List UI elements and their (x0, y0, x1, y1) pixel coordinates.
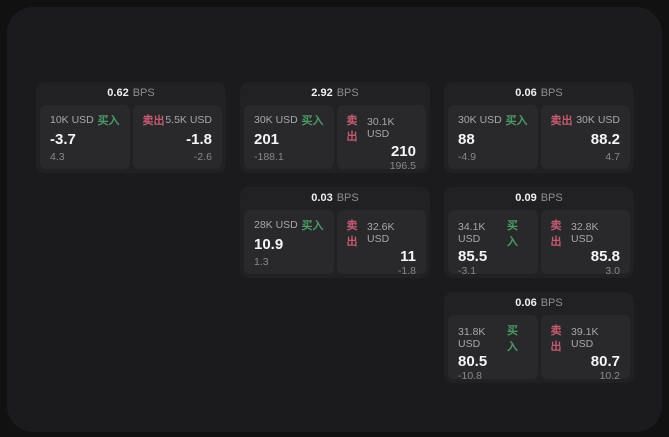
sell-price: -1.8 (186, 130, 212, 148)
sell-panel[interactable]: 卖出 5.5K USD -1.8 -2.6 (132, 105, 222, 169)
buy-panel[interactable]: 10K USD 买入 -3.7 4.3 (40, 105, 130, 169)
bps-value: 0.06 (515, 297, 537, 309)
sell-amount: 30.1K USD (367, 116, 395, 140)
sell-panel[interactable]: 卖出 32.8K USD 85.8 3.0 (540, 210, 630, 277)
sell-price: 210 (390, 143, 416, 160)
sell-amount: 39.1K USD (571, 326, 599, 350)
bps-header: 0.09 BPS (444, 187, 634, 210)
bps-value: 0.06 (515, 87, 537, 99)
quote-card: 0.06 BPS 31.8K USD 买入 80.5 -10.8 卖出 39.1… (444, 292, 634, 383)
sell-side-label: 卖出 (550, 115, 573, 127)
buy-sub-value: 4.3 (50, 151, 65, 163)
sell-panel[interactable]: 卖出 32.6K USD 11 -1.8 (336, 210, 426, 277)
sell-sub-value: -1.8 (397, 265, 416, 277)
sell-panel[interactable]: 卖出 30K USD 88.2 4.7 (540, 105, 630, 169)
buy-price: 80.5 (458, 353, 488, 370)
quote-card: 0.03 BPS 28K USD 买入 10.9 1.3 卖出 32.6K US… (240, 187, 430, 278)
buy-panel[interactable]: 28K USD 买入 10.9 1.3 (244, 210, 334, 274)
bps-unit-label: BPS (336, 87, 359, 99)
buy-side-label: 买入 (506, 325, 518, 353)
bps-header: 0.03 BPS (240, 187, 430, 210)
sell-price: 80.7 (590, 353, 620, 370)
sell-panel[interactable]: 卖出 30.1K USD 210 196.5 (336, 105, 426, 172)
sell-side-label: 卖出 (142, 115, 165, 127)
buy-side-label: 买入 (506, 220, 518, 248)
quote-card: 0.09 BPS 34.1K USD 买入 85.5 -3.1 卖出 32.8K… (444, 187, 634, 278)
quote-card: 0.62 BPS 10K USD 买入 -3.7 4.3 卖出 5.5K USD… (36, 82, 226, 173)
buy-panel[interactable]: 34.1K USD 买入 85.5 -3.1 (448, 210, 538, 277)
sell-side-label: 卖出 (550, 325, 562, 353)
buy-side-label: 买入 (505, 115, 528, 127)
bps-unit-label: BPS (540, 87, 563, 99)
bps-value: 2.92 (311, 87, 333, 99)
buy-side-label: 买入 (301, 115, 324, 127)
buy-side-label: 买入 (301, 220, 324, 232)
bps-unit-label: BPS (540, 192, 563, 204)
buy-sub-value: -10.8 (458, 370, 482, 382)
sell-amount: 5.5K USD (165, 114, 212, 126)
sell-amount: 30K USD (576, 114, 620, 126)
sell-amount: 32.6K USD (367, 221, 395, 245)
bps-header: 2.92 BPS (240, 82, 430, 105)
quotes-panel-surface: 0.62 BPS 10K USD 买入 -3.7 4.3 卖出 5.5K USD… (7, 7, 662, 432)
buy-price: 88 (458, 130, 475, 148)
sell-price: 85.8 (590, 248, 620, 265)
buy-amount: 30K USD (254, 114, 298, 126)
buy-sub-value: -188.1 (254, 151, 284, 163)
buy-price: 201 (254, 130, 280, 148)
sell-side-label: 卖出 (346, 220, 358, 248)
buy-amount: 34.1K USD (458, 221, 486, 245)
bps-value: 0.03 (311, 192, 333, 204)
sell-side-label: 卖出 (346, 115, 358, 143)
sell-sub-value: 196.5 (389, 160, 416, 172)
bps-value: 0.09 (515, 192, 537, 204)
sell-price: 88.2 (590, 130, 620, 148)
sell-amount: 32.8K USD (571, 221, 599, 245)
sell-sub-value: 10.2 (599, 370, 620, 382)
sell-sub-value: 4.7 (605, 151, 620, 163)
buy-sub-value: -3.1 (458, 265, 477, 277)
sell-sub-value: -2.6 (193, 151, 212, 163)
bps-header: 0.62 BPS (36, 82, 226, 105)
buy-price: 10.9 (254, 235, 284, 253)
buy-price: 85.5 (458, 248, 488, 265)
buy-panel[interactable]: 30K USD 买入 201 -188.1 (244, 105, 334, 169)
sell-panel[interactable]: 卖出 39.1K USD 80.7 10.2 (540, 315, 630, 382)
bps-unit-label: BPS (132, 87, 155, 99)
buy-amount: 30K USD (458, 114, 502, 126)
bps-unit-label: BPS (540, 297, 563, 309)
bps-value: 0.62 (107, 87, 129, 99)
sell-side-label: 卖出 (550, 220, 562, 248)
bps-header: 0.06 BPS (444, 292, 634, 315)
buy-panel[interactable]: 30K USD 买入 88 -4.9 (448, 105, 538, 169)
buy-sub-value: -4.9 (458, 151, 477, 163)
bps-unit-label: BPS (336, 192, 359, 204)
buy-amount: 10K USD (50, 114, 94, 126)
buy-amount: 28K USD (254, 219, 298, 231)
sell-price: 11 (400, 248, 416, 265)
sell-sub-value: 3.0 (605, 265, 620, 277)
buy-panel[interactable]: 31.8K USD 买入 80.5 -10.8 (448, 315, 538, 382)
quote-card: 2.92 BPS 30K USD 买入 201 -188.1 卖出 30.1K … (240, 82, 430, 173)
bps-header: 0.06 BPS (444, 82, 634, 105)
quote-card: 0.06 BPS 30K USD 买入 88 -4.9 卖出 30K USD 8… (444, 82, 634, 173)
buy-side-label: 买入 (97, 115, 120, 127)
buy-sub-value: 1.3 (254, 256, 269, 268)
buy-amount: 31.8K USD (458, 326, 486, 350)
buy-price: -3.7 (50, 130, 76, 148)
